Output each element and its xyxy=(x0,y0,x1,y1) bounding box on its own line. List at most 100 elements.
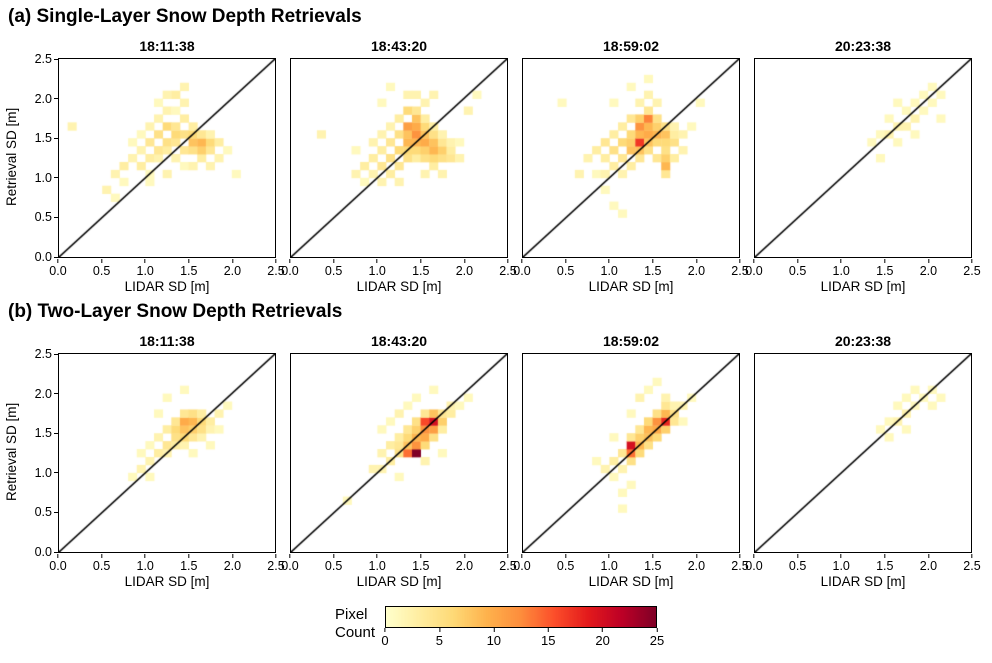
row-two-layer: Retrieval SD [m] 18:11:38 0.0 0.5 1.0 1.5 2.… xyxy=(0,333,992,590)
x-tick-labels: 0.0 0.5 1.0 1.5 2.0 2.5 xyxy=(513,259,749,279)
panel-single-3: 18:59:02 0.00.51.01.52.02.5 0.00.51.01.5… xyxy=(513,38,749,295)
y-tick: 2.5 xyxy=(35,347,58,361)
x-tick: 1.0 xyxy=(136,554,154,573)
x-tick: 2.5 xyxy=(267,554,285,573)
x-tick: 0.5 xyxy=(557,554,574,573)
x-tick: 2.5 xyxy=(963,259,981,278)
x-tick: 0.5 xyxy=(789,554,806,573)
x-tick-labels: 0.0 0.5 1.0 1.5 2.0 2.5 xyxy=(513,554,749,574)
x-tick: 1.5 xyxy=(876,554,893,573)
x-tick: 0.0 xyxy=(281,554,299,573)
panel-title: 20:23:38 xyxy=(834,38,892,54)
x-axis-label: LIDAR SD [m] xyxy=(124,279,210,294)
x-tick: 1.5 xyxy=(876,259,893,278)
x-tick: 1.5 xyxy=(412,554,429,573)
x-tick-labels: 0.0 0.5 1.0 1.5 2.0 2.5 xyxy=(281,259,517,279)
colorbar-gradient xyxy=(385,606,658,628)
x-axis-label: LIDAR SD [m] xyxy=(820,574,906,589)
x-tick: 2.5 xyxy=(499,554,517,573)
panel-two-3: 18:59:02 0.00.51.01.52.02.5 0.00.51.01.5… xyxy=(513,333,749,590)
row-single-layer: Retrieval SD [m] 18:11:38 0.0 0.5 1.0 1.5 2.… xyxy=(0,38,992,295)
heatmap-canvas xyxy=(523,59,739,257)
colorbar-label-line2: Count xyxy=(334,624,376,641)
panel-title: 18:11:38 xyxy=(139,333,195,349)
x-axis-label: LIDAR SD [m] xyxy=(124,574,210,589)
x-tick: 1.5 xyxy=(180,554,197,573)
y-tick: 1.5 xyxy=(35,131,58,145)
plot-area: 0.00.51.01.52.02.5 xyxy=(754,58,972,258)
x-tick: 1.0 xyxy=(600,259,618,278)
x-tick-labels: 0.0 0.5 1.0 1.5 2.0 2.5 xyxy=(49,259,285,279)
x-axis-label: LIDAR SD [m] xyxy=(588,279,674,294)
x-axis-label: LIDAR SD [m] xyxy=(820,279,906,294)
x-tick: 2.0 xyxy=(224,554,241,573)
colorbar-tick: 20 xyxy=(595,628,610,648)
panel-title: 18:59:02 xyxy=(602,333,660,349)
section-a-title: (a) Single-Layer Snow Depth Retrievals xyxy=(8,6,362,27)
x-tick: 0.0 xyxy=(281,259,299,278)
plot-area: 0.00.51.01.52.02.5 xyxy=(522,58,740,258)
y-tick: 2.0 xyxy=(35,387,58,401)
x-tick: 2.0 xyxy=(920,259,937,278)
x-tick: 0.0 xyxy=(745,554,763,573)
x-tick: 1.5 xyxy=(644,554,661,573)
colorbar-tick: 5 xyxy=(436,628,443,648)
x-tick: 2.0 xyxy=(688,259,705,278)
colorbar-tick-labels: 0 5 10 15 20 25 xyxy=(381,628,664,650)
x-tick: 2.5 xyxy=(731,554,749,573)
heatmap-canvas xyxy=(523,354,739,552)
plot-area: 0.00.51.01.52.02.5 xyxy=(522,353,740,553)
colorbar-scale: 0 5 10 15 20 25 xyxy=(381,606,664,650)
y-tick-labels: 0.0 0.5 1.0 1.5 2.0 2.5 xyxy=(12,347,58,559)
x-tick: 2.5 xyxy=(731,259,749,278)
plot-area: 0.0 0.5 1.0 1.5 2.0 2.5 xyxy=(35,347,276,559)
y-tick: 0.5 xyxy=(35,210,58,224)
panel-single-1: 18:11:38 0.0 0.5 1.0 1.5 2.0 2.5 0.0 0.5 1.0 1.5… xyxy=(35,38,285,295)
x-tick: 2.0 xyxy=(688,554,705,573)
panel-two-1: 18:11:38 0.0 0.5 1.0 1.5 2.0 2.5 0.0 0.5 1.0 1.5… xyxy=(35,333,285,590)
colorbar-gradient-canvas xyxy=(386,607,657,627)
x-tick: 1.5 xyxy=(644,259,661,278)
panel-title: 18:59:02 xyxy=(602,38,660,54)
heatmap-canvas xyxy=(755,354,971,552)
heatmap-canvas xyxy=(59,354,275,552)
panel-title: 20:23:38 xyxy=(834,333,892,349)
x-tick-labels: 0.0 0.5 1.0 1.5 2.0 2.5 xyxy=(49,554,285,574)
panel-single-4: 20:23:38 0.00.51.01.52.02.5 0.00.51.01.5… xyxy=(745,38,981,295)
x-tick: 2.0 xyxy=(456,259,473,278)
x-tick: 2.5 xyxy=(499,259,517,278)
x-tick: 0.0 xyxy=(745,259,763,278)
heatmap-canvas xyxy=(291,59,507,257)
x-tick-labels: 0.0 0.5 1.0 1.5 2.0 2.5 xyxy=(281,554,517,574)
x-tick: 1.5 xyxy=(180,259,197,278)
y-tick: 2.0 xyxy=(35,92,58,106)
x-tick: 1.0 xyxy=(136,259,154,278)
x-tick-labels: 0.0 0.5 1.0 1.5 2.0 2.5 xyxy=(745,554,981,574)
x-tick-labels: 0.0 0.5 1.0 1.5 2.0 2.5 xyxy=(745,259,981,279)
y-tick: 1.0 xyxy=(35,466,58,480)
y-tick: 0.0 xyxy=(35,545,58,559)
heatmap-canvas xyxy=(291,354,507,552)
x-tick: 1.5 xyxy=(412,259,429,278)
x-tick: 0.5 xyxy=(325,259,342,278)
x-tick: 2.5 xyxy=(267,259,285,278)
plot-area: 0.00.51.01.52.02.5 xyxy=(290,58,508,258)
x-tick: 0.0 xyxy=(49,259,67,278)
plot-area: 0.00.51.01.52.02.5 xyxy=(754,353,972,553)
x-axis-label: LIDAR SD [m] xyxy=(588,574,674,589)
colorbar-tick: 15 xyxy=(541,628,555,648)
plot-area: 0.00.51.01.52.02.5 xyxy=(290,353,508,553)
colorbar-label-line1: Pixel xyxy=(334,606,368,623)
x-tick: 1.0 xyxy=(368,554,386,573)
x-axis-label: LIDAR SD [m] xyxy=(356,574,442,589)
y-tick: 0.5 xyxy=(35,505,58,519)
y-tick: 1.5 xyxy=(35,426,58,440)
x-tick: 0.0 xyxy=(513,259,531,278)
colorbar-tick: 0 xyxy=(381,628,389,648)
heatmap-canvas xyxy=(755,59,971,257)
x-tick: 0.5 xyxy=(325,554,342,573)
y-tick-labels: 0.0 0.5 1.0 1.5 2.0 2.5 xyxy=(12,52,58,264)
x-tick: 1.0 xyxy=(832,554,850,573)
x-tick: 0.0 xyxy=(513,554,531,573)
x-tick: 1.0 xyxy=(832,259,850,278)
